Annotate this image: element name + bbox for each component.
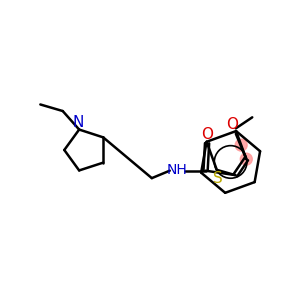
Circle shape xyxy=(240,153,252,165)
Text: N: N xyxy=(73,116,84,130)
Circle shape xyxy=(235,139,247,151)
Text: O: O xyxy=(201,127,213,142)
Text: O: O xyxy=(226,117,238,132)
Text: NH: NH xyxy=(167,163,188,177)
Text: S: S xyxy=(213,171,223,186)
